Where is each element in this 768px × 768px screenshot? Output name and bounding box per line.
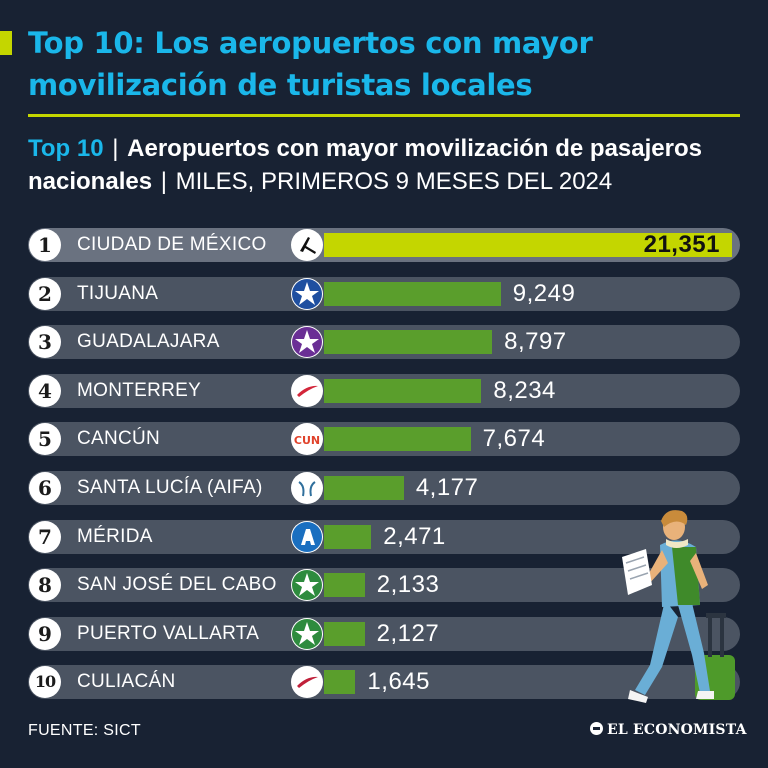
title-accent-bar xyxy=(0,31,12,55)
bar xyxy=(324,378,482,403)
category-label: GUADALAJARA xyxy=(77,331,220,353)
table-row: 3 GUADALAJARA 8,797 xyxy=(28,325,740,360)
value-label: 1,645 xyxy=(367,668,430,696)
rank-badge: 3 xyxy=(29,326,61,359)
bar xyxy=(324,621,365,646)
bar-track xyxy=(28,568,740,603)
category-label: CANCÚN xyxy=(77,428,161,450)
rank-badge: 5 xyxy=(29,423,61,456)
subtitle-separator: | xyxy=(105,135,126,162)
bar-track xyxy=(28,519,740,554)
category-label: CIUDAD DE MÉXICO xyxy=(77,234,267,255)
bar-track xyxy=(28,616,740,651)
chart-subtitle: Top 10 | Aeropuertos con mayor movilizac… xyxy=(28,132,748,198)
svg-text:CUN: CUN xyxy=(294,434,320,447)
value-label: 21,351 xyxy=(643,231,720,258)
rank-badge: 8 xyxy=(29,569,61,602)
table-row: 7 MÉRIDA 2,471 xyxy=(28,519,740,554)
cun-logo-icon: CUN xyxy=(291,423,323,456)
subtitle-units: MILES, PRIMEROS 9 MESES DEL 2024 xyxy=(175,168,613,195)
value-label: 2,127 xyxy=(376,619,440,647)
table-row: 9 PUERTO VALLARTA 2,127 xyxy=(28,616,740,651)
rank-badge: 10 xyxy=(29,666,61,699)
category-label: SAN JOSÉ DEL CABO xyxy=(77,574,277,596)
aicm-icon xyxy=(291,229,323,261)
bar xyxy=(324,573,365,598)
table-row: 5 CANCÚN CUN 7,674 xyxy=(28,422,740,457)
title-divider xyxy=(28,114,740,117)
subtitle-separator-2: | xyxy=(154,168,174,195)
aifa-mammoth-icon xyxy=(291,472,323,504)
tijuana-star-icon xyxy=(291,277,323,310)
bar xyxy=(324,670,356,695)
category-label: TIJUANA xyxy=(77,282,159,304)
table-row: 6 SANTA LUCÍA (AIFA) 4,177 xyxy=(28,471,740,505)
category-label: MÉRIDA xyxy=(77,525,153,547)
table-row: 1 CIUDAD DE MÉXICO 21,351 xyxy=(28,228,740,262)
bar xyxy=(324,476,404,500)
bar xyxy=(324,427,471,452)
category-label: MONTERREY xyxy=(77,379,202,401)
brand-logo: EL ECONOMISTA xyxy=(590,722,747,738)
source-note: FUENTE: SICT xyxy=(28,722,141,739)
bar xyxy=(324,233,732,257)
category-label: SANTA LUCÍA (AIFA) xyxy=(77,477,263,498)
table-row: 2 TIJUANA 9,249 xyxy=(28,276,740,311)
rank-badge: 9 xyxy=(29,617,61,650)
category-label: PUERTO VALLARTA xyxy=(77,622,260,644)
bar xyxy=(324,281,501,306)
value-label: 9,249 xyxy=(512,279,576,307)
rank-badge: 4 xyxy=(29,374,61,407)
brand-name: EL ECONOMISTA xyxy=(607,722,747,738)
value-label: 7,674 xyxy=(482,425,546,453)
el-economista-icon xyxy=(590,722,603,735)
rank-badge: 2 xyxy=(29,277,61,310)
guadalajara-star-icon xyxy=(291,326,323,359)
vallarta-star-icon xyxy=(291,617,323,650)
category-label: CULIACÁN xyxy=(77,671,176,693)
value-label: 4,177 xyxy=(415,474,479,501)
table-row: 10 CULIACÁN 1,645 xyxy=(28,665,740,700)
merida-a-icon xyxy=(291,520,323,553)
subtitle-highlight: Top 10 xyxy=(28,135,104,162)
rank-badge: 1 xyxy=(29,229,61,261)
bar-track xyxy=(28,665,740,700)
table-row: 8 SAN JOSÉ DEL CABO 2,133 xyxy=(28,568,740,603)
rank-badge: 6 xyxy=(29,472,61,504)
bar xyxy=(324,524,372,549)
culiacan-swoosh-icon xyxy=(291,666,323,699)
value-label: 2,471 xyxy=(383,522,446,550)
value-label: 8,234 xyxy=(493,376,556,404)
subtitle-bold-text: Aeropuertos con mayor movilización de pa… xyxy=(28,135,702,195)
value-label: 2,133 xyxy=(376,571,440,599)
monterrey-swoosh-icon xyxy=(291,374,323,407)
value-label: 8,797 xyxy=(504,328,567,356)
bar xyxy=(324,330,493,355)
page-title: Top 10: Los aeropuertos con mayor movili… xyxy=(28,26,593,102)
table-row: 4 MONTERREY 8,234 xyxy=(28,373,740,408)
rank-badge: 7 xyxy=(29,520,61,553)
traveler-illustration xyxy=(622,510,735,703)
cabo-star-icon xyxy=(291,569,323,602)
